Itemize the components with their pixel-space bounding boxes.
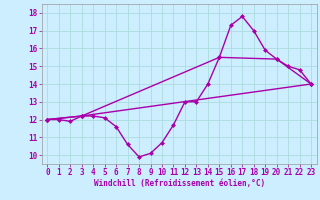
X-axis label: Windchill (Refroidissement éolien,°C): Windchill (Refroidissement éolien,°C) [94, 179, 265, 188]
